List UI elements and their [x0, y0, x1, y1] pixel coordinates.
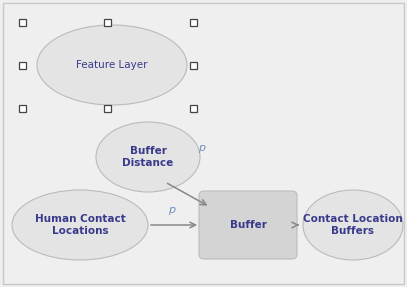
Text: Contact Location
Buffers: Contact Location Buffers	[303, 214, 403, 236]
Bar	[18, 61, 26, 69]
Text: Feature Layer: Feature Layer	[76, 60, 148, 70]
Ellipse shape	[37, 25, 187, 105]
Bar	[190, 18, 197, 26]
Text: p: p	[199, 143, 206, 153]
Bar	[18, 18, 26, 26]
Bar	[190, 104, 197, 112]
Text: p: p	[168, 205, 175, 215]
Ellipse shape	[303, 190, 403, 260]
Text: Buffer: Buffer	[230, 220, 267, 230]
Text: Buffer
Distance: Buffer Distance	[123, 146, 174, 168]
Text: Human Contact
Locations: Human Contact Locations	[35, 214, 125, 236]
Bar	[103, 104, 110, 112]
Bar	[190, 61, 197, 69]
Ellipse shape	[12, 190, 148, 260]
FancyBboxPatch shape	[199, 191, 297, 259]
Bar	[18, 104, 26, 112]
Bar	[103, 18, 110, 26]
Ellipse shape	[96, 122, 200, 192]
